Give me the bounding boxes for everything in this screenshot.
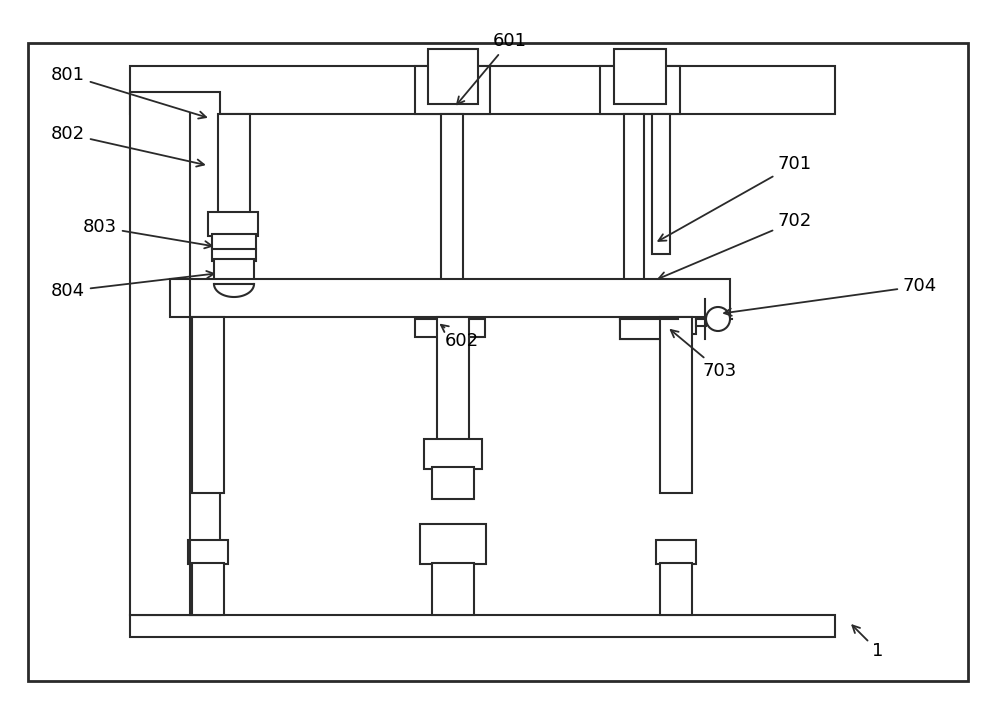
Bar [214,259,254,284]
Bar [656,540,696,564]
Bar [170,279,730,317]
Bar [212,234,256,261]
Bar [428,49,478,104]
Bar [432,563,474,615]
Bar [130,92,220,615]
Text: 601: 601 [457,32,527,104]
Bar [600,66,680,114]
Bar [130,66,835,114]
Bar [441,114,463,321]
Bar [130,615,835,637]
Text: 701: 701 [658,155,812,241]
Bar [218,114,250,214]
Bar [208,212,258,236]
Text: 704: 704 [724,277,937,316]
Bar [624,114,644,291]
Text: 804: 804 [51,271,214,300]
Bar [415,319,485,337]
Text: 602: 602 [441,325,479,350]
Bar [432,467,474,499]
Text: 1: 1 [852,625,884,660]
Bar [660,563,692,615]
Text: 703: 703 [671,330,737,380]
Text: 803: 803 [83,218,212,248]
Bar [614,49,666,104]
Bar [660,317,692,493]
Bar [192,317,224,493]
Bar [678,306,696,334]
Bar [188,540,228,564]
Bar [420,524,486,564]
Bar [620,302,678,339]
Bar [192,563,224,615]
Text: 801: 801 [51,66,206,118]
Bar [437,317,469,441]
Circle shape [706,307,730,331]
Bar [652,114,670,254]
Bar [424,439,482,469]
Text: 702: 702 [659,212,812,279]
Bar [620,289,678,304]
Bar [696,312,706,326]
Text: 802: 802 [51,125,204,167]
Bar [415,66,490,114]
Bar [620,302,678,339]
Bar [28,43,968,681]
